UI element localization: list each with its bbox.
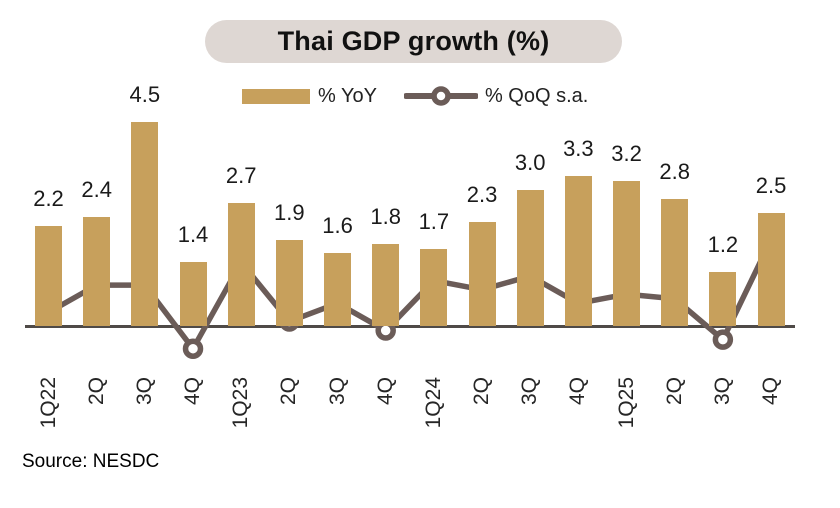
source-note: Source: NESDC [22,451,160,472]
chart-legend: % YoY % QoQ s.a. [242,82,588,110]
legend-bar-swatch [242,88,310,104]
qoq-marker [182,338,204,359]
x-tick-label: 3Q [325,377,349,406]
bar-value-label: 2.2 [33,186,64,212]
legend-label-yoy: % YoY [318,84,377,107]
bar-value-label: 1.4 [177,222,209,248]
bar-value-label: 2.3 [466,181,498,207]
bar-3Q-6 [324,253,352,326]
bar-2Q-13 [661,198,689,326]
bar-value-label: 1.9 [274,199,305,225]
bar-3Q-2 [131,121,159,326]
bar-4Q-11 [564,176,592,326]
bar-2Q-1 [83,217,111,326]
bar-value-label: 2.7 [225,163,257,189]
bar-4Q-3 [179,262,207,326]
bar-3Q-14 [709,271,737,326]
x-tick-label: 4Q [759,377,783,406]
bar-1Q23-4 [227,203,255,326]
x-tick-label: 4Q [566,377,590,406]
bar-1Q24-8 [420,248,448,326]
x-tick-label: 4Q [373,377,397,406]
bar-1Q22-0 [35,226,62,326]
legend-label-qoq: % QoQ s.a. [484,84,589,107]
x-tick-label: 4Q [181,377,204,406]
x-tick-label: 2Q [662,377,686,406]
bar-4Q-15 [757,212,785,326]
x-tick-label: 2Q [84,377,108,406]
x-tick-label: 3Q [132,377,156,406]
x-tick-label: 3Q [710,377,734,406]
x-tick-label: 3Q [518,377,542,406]
bar-value-label: 2.8 [659,158,690,184]
x-tick-label: 2Q [470,377,494,406]
x-tick-label: 1Q23 [229,377,253,429]
bar-2Q-9 [468,221,496,326]
x-tick-label: 1Q25 [614,377,638,429]
bar-3Q-10 [516,189,544,326]
bar-1Q25-12 [613,180,641,326]
legend-line-swatch [403,86,478,106]
bar-value-label: 3.3 [563,136,594,162]
bar-value-label: 1.8 [370,204,401,230]
bar-4Q-7 [372,244,400,326]
bar-value-label: 2.5 [755,172,787,198]
chart-title-badge: Thai GDP growth (%) [205,20,622,63]
x-tick-label: 2Q [277,377,301,406]
x-tick-label: 1Q24 [421,377,445,429]
qoq-marker [712,329,734,350]
bar-value-label: 1.7 [418,208,450,234]
bar-value-label: 1.6 [322,213,353,239]
bar-value-label: 3.0 [514,149,546,175]
bar-value-label: 3.2 [611,140,642,166]
bar-value-label: 1.2 [707,231,739,257]
x-tick-label: 1Q22 [36,377,60,429]
bar-2Q-5 [275,239,303,326]
chart-title: Thai GDP growth (%) [277,26,550,56]
bar-value-label: 2.4 [81,177,112,203]
bar-value-label: 4.5 [129,81,161,107]
